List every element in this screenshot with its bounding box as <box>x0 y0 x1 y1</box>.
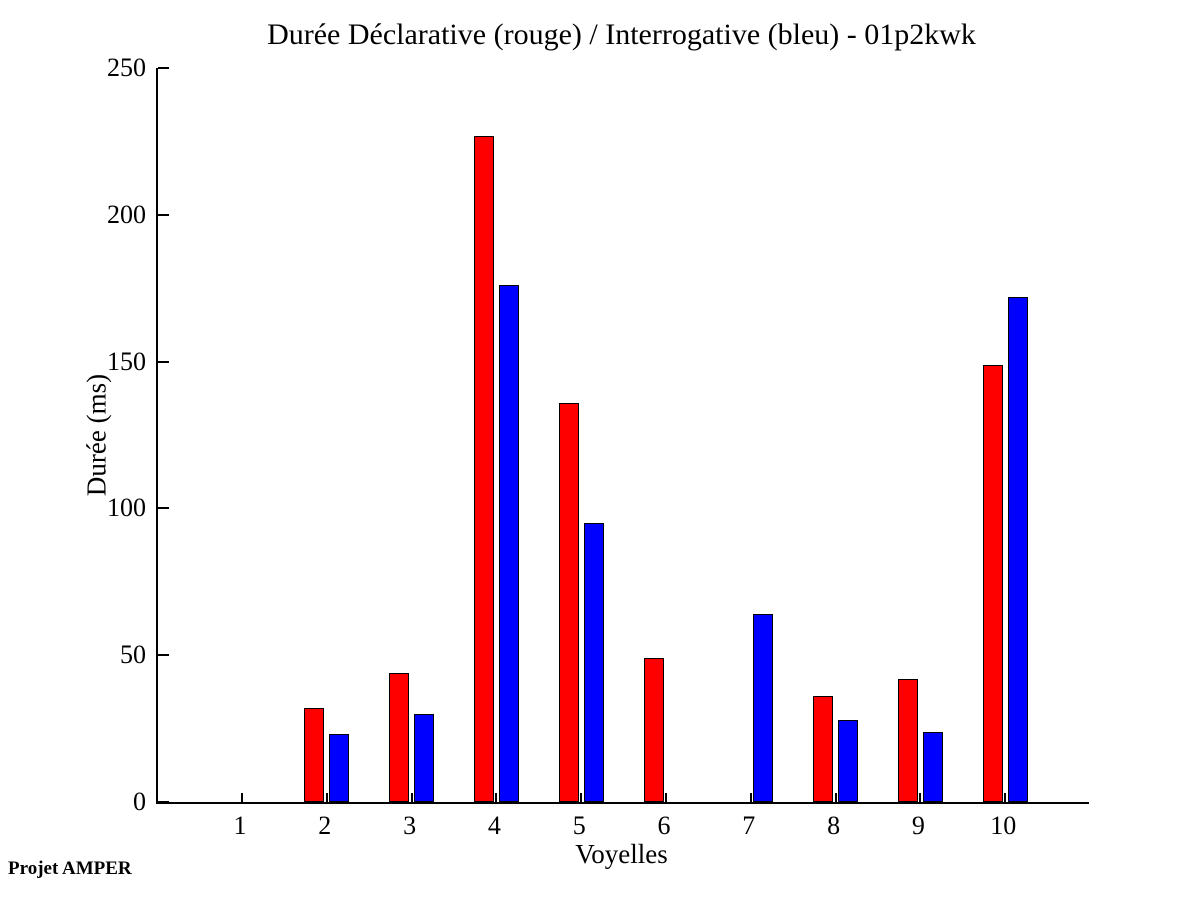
bar-interrogative-3 <box>414 713 435 802</box>
y-tick-label: 200 <box>107 199 146 229</box>
y-tick-label: 150 <box>107 346 146 376</box>
project-annotation: Projet AMPER <box>8 858 132 879</box>
x-tick <box>1004 793 1007 802</box>
bar-déclarative-8 <box>813 696 834 802</box>
plot-area <box>156 67 1089 804</box>
bar-déclarative-3 <box>389 672 410 802</box>
y-tick <box>158 801 169 803</box>
x-tick <box>749 793 752 802</box>
bar-déclarative-2 <box>304 708 325 802</box>
y-tick <box>158 507 169 510</box>
x-tick <box>241 793 243 802</box>
y-tick <box>158 213 169 216</box>
bar-déclarative-10 <box>982 364 1003 802</box>
x-tick <box>325 793 328 802</box>
y-axis-label: Durée (ms) <box>81 373 112 497</box>
y-tick-label: 100 <box>107 493 146 523</box>
x-tick <box>834 793 837 802</box>
x-tick-label: 7 <box>742 811 756 840</box>
x-tick-label: 6 <box>657 811 671 840</box>
x-tick <box>665 793 667 802</box>
bar-interrogative-9 <box>922 731 943 802</box>
bar-déclarative-6 <box>643 658 664 802</box>
bar-déclarative-4 <box>473 135 494 802</box>
x-tick-label: 9 <box>911 811 925 840</box>
x-axis-label: Voyelles <box>575 839 668 869</box>
bar-interrogative-7 <box>753 614 774 802</box>
y-tick <box>158 67 169 69</box>
bar-interrogative-10 <box>1007 297 1028 802</box>
chart-title: Durée Déclarative (rouge) / Interrogativ… <box>267 18 976 51</box>
x-tick-label: 5 <box>572 811 586 840</box>
bar-interrogative-4 <box>498 285 519 802</box>
x-tick <box>410 793 413 802</box>
x-tick <box>919 793 922 802</box>
x-tick <box>580 793 583 802</box>
bar-interrogative-2 <box>329 734 350 802</box>
y-tick <box>158 654 169 657</box>
x-tick-label: 1 <box>233 811 247 840</box>
bar-déclarative-5 <box>558 402 579 802</box>
x-tick-label: 4 <box>487 811 501 840</box>
x-tick-label: 2 <box>318 811 332 840</box>
x-tick-label: 3 <box>403 811 417 840</box>
bar-interrogative-5 <box>583 523 604 802</box>
y-tick <box>158 360 169 363</box>
bar-déclarative-9 <box>897 678 918 802</box>
x-tick-label: 10 <box>990 811 1017 840</box>
y-tick-label: 50 <box>120 640 146 670</box>
bar-interrogative-8 <box>838 719 859 802</box>
y-tick-label: 250 <box>107 53 146 82</box>
y-tick-label: 0 <box>133 787 146 816</box>
x-tick <box>495 793 498 802</box>
x-tick-label: 8 <box>827 811 841 840</box>
